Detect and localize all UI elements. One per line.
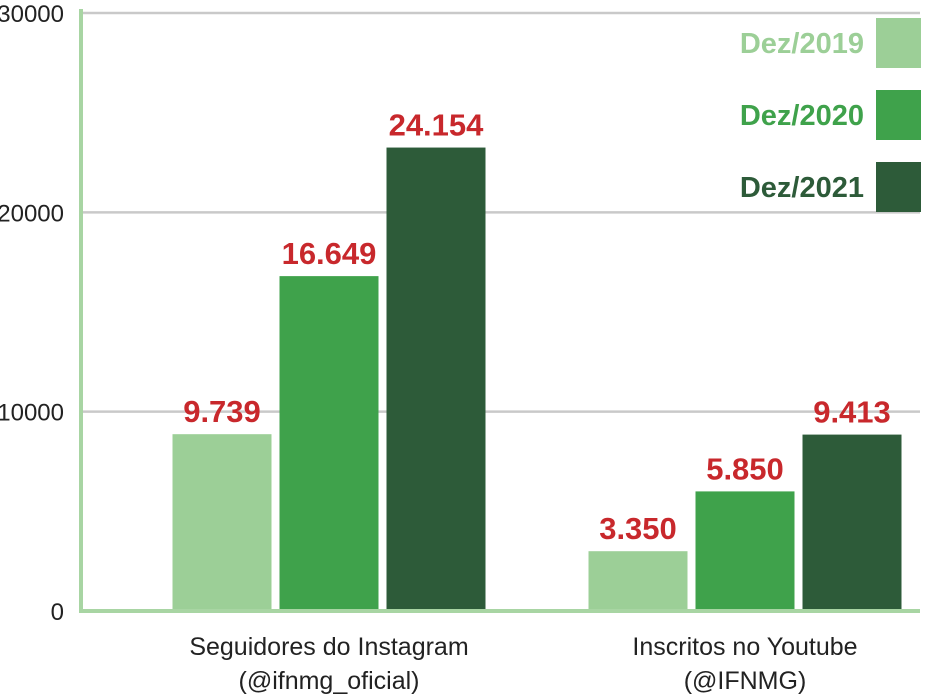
legend-label: Dez/2019 [740,28,864,60]
legend: Dez/2019 Dez/2020 Dez/2021 [740,18,921,212]
y-tick-label: 20000 [0,200,64,227]
data-labels: 9.739 3.350 16.649 5.850 24.154 9.413 [183,108,891,547]
legend-swatch [876,18,921,68]
data-label: 3.350 [599,511,677,546]
data-label: 5.850 [706,451,784,486]
bar-dez-2020 [695,491,795,611]
bar-dez-2019 [172,434,272,611]
bar-dez-2020 [279,276,379,611]
data-label: 16.649 [282,236,377,271]
data-label: 24.154 [389,108,485,143]
y-tick-label: 10000 [0,400,64,427]
category-label: Inscritos no Youtube [632,633,857,661]
bar-dez-2021 [802,434,902,611]
legend-swatch [876,90,921,140]
bar-dez-2019 [588,551,688,611]
y-axis-ticks: 0 10000 20000 30000 [0,1,64,626]
data-label: 9.413 [813,395,891,430]
legend-label: Dez/2020 [740,100,864,132]
legend-swatch [876,162,921,212]
category-label: (@IFNMG) [684,667,807,695]
y-tick-label: 30000 [0,1,64,28]
bar-dez-2021 [386,147,486,612]
category-label: Seguidores do Instagram [189,633,468,661]
axes [79,9,920,613]
legend-label: Dez/2021 [740,172,864,204]
category-label: (@ifnmg_oficial) [239,667,420,695]
category-labels: Seguidores do Instagram (@ifnmg_oficial) I… [189,633,857,695]
data-label: 9.739 [183,394,261,429]
y-tick-label: 0 [51,599,64,626]
grid-lines [81,11,920,413]
bars [172,147,902,612]
